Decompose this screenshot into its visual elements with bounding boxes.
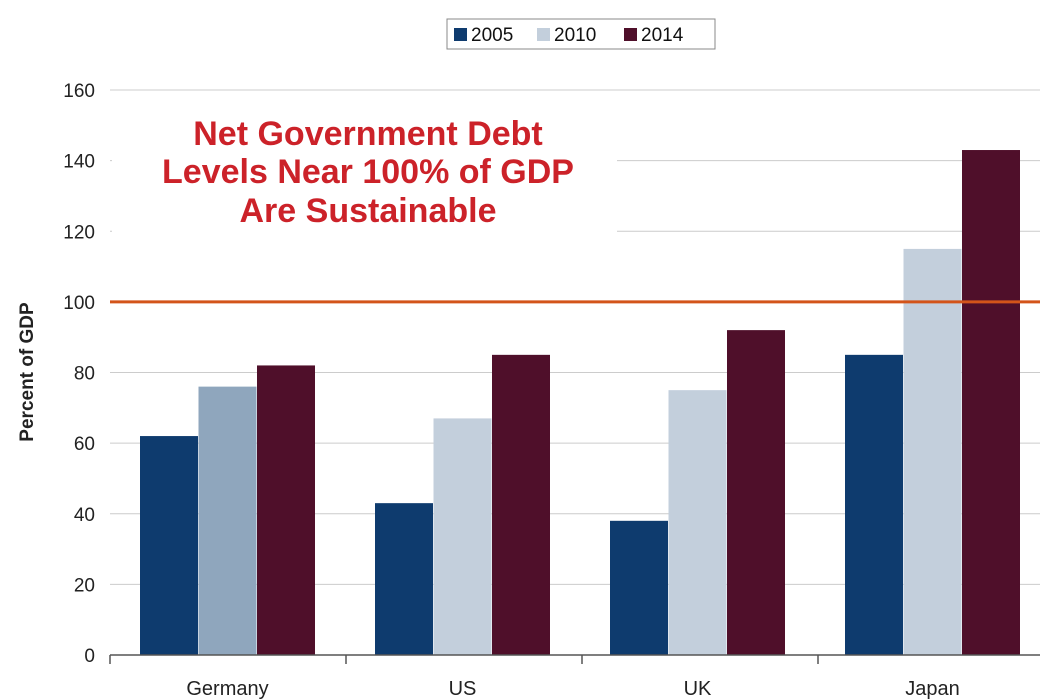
legend-swatch-2010 — [537, 28, 550, 41]
x-tick-labels: Germany US UK Japan — [186, 678, 959, 700]
x-tick-label: Germany — [186, 678, 268, 700]
legend-label-2014: 2014 — [641, 25, 684, 46]
y-tick-label: 80 — [74, 364, 95, 385]
y-axis-label: Percent of GDP — [17, 302, 38, 442]
y-tick-label: 0 — [84, 646, 95, 667]
bar-japan-2010 — [903, 248, 962, 655]
bar-us-2014 — [492, 354, 550, 655]
bar-japan-2014 — [962, 150, 1020, 655]
y-tick-label: 120 — [63, 222, 95, 243]
bar-us-2005 — [375, 503, 433, 655]
bar-uk-2005 — [610, 520, 668, 655]
annotation-line: Net Government Debt — [193, 115, 543, 153]
y-tick-label: 40 — [74, 505, 95, 526]
y-tick-label: 160 — [63, 81, 95, 102]
bar-uk-2014 — [727, 330, 785, 655]
legend-box — [446, 18, 716, 50]
annotation-background — [112, 95, 617, 240]
bar-germany-2014 — [257, 365, 315, 655]
legend-swatch-2014 — [624, 28, 637, 41]
legend: 2005 2010 2014 — [446, 18, 716, 50]
x-tick-label: Japan — [905, 678, 960, 700]
annotation-line: Levels Near 100% of GDP — [162, 153, 574, 191]
y-tick-label: 60 — [74, 434, 95, 455]
legend-label-2005: 2005 — [471, 25, 513, 46]
legend-label-2010: 2010 — [554, 25, 596, 46]
y-tick-labels: 0 20 40 60 80 100 120 140 160 — [63, 81, 95, 667]
y-tick-label: 20 — [74, 575, 95, 596]
bars — [140, 150, 1020, 655]
bar-japan-2005 — [845, 354, 903, 655]
x-tick-label: UK — [684, 678, 712, 700]
bar-us-2010 — [433, 418, 492, 655]
y-tick-label: 100 — [63, 293, 95, 314]
bar-germany-2005 — [140, 436, 198, 655]
legend-swatch-2005 — [454, 28, 467, 41]
bar-germany-2010 — [198, 386, 257, 655]
bar-uk-2010 — [668, 390, 727, 655]
x-tick-label: US — [449, 678, 477, 700]
y-tick-label: 140 — [63, 152, 95, 173]
x-axis — [109, 654, 1040, 664]
annotation-line: Are Sustainable — [240, 192, 497, 230]
